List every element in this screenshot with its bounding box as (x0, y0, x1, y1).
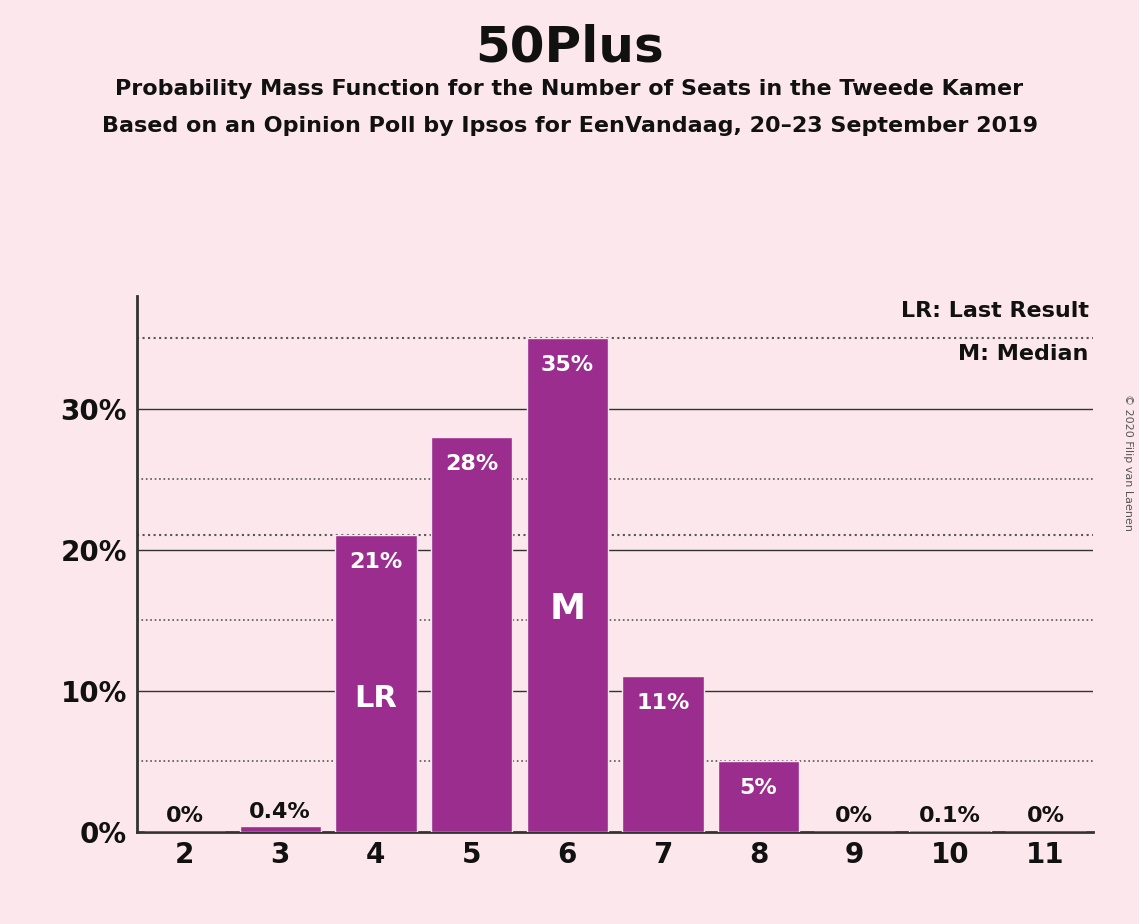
Text: LR: Last Result: LR: Last Result (901, 301, 1089, 321)
Bar (431, 437, 513, 832)
Text: Probability Mass Function for the Number of Seats in the Tweede Kamer: Probability Mass Function for the Number… (115, 79, 1024, 99)
Text: Based on an Opinion Poll by Ipsos for EenVandaag, 20–23 September 2019: Based on an Opinion Poll by Ipsos for Ee… (101, 116, 1038, 136)
Text: 35%: 35% (541, 355, 593, 375)
Text: 21%: 21% (350, 553, 402, 572)
Text: © 2020 Filip van Laenen: © 2020 Filip van Laenen (1123, 394, 1133, 530)
Text: 28%: 28% (445, 454, 498, 474)
Text: 0%: 0% (165, 806, 204, 826)
Bar (239, 826, 321, 832)
Text: 11%: 11% (637, 693, 689, 713)
Text: LR: LR (354, 684, 398, 712)
Text: 50Plus: 50Plus (475, 23, 664, 71)
Bar (622, 676, 704, 832)
Text: 5%: 5% (739, 778, 778, 798)
Text: M: M (549, 592, 585, 626)
Text: 0.4%: 0.4% (249, 802, 311, 821)
Bar (526, 338, 608, 832)
Text: 0.1%: 0.1% (919, 806, 981, 826)
Text: 0%: 0% (835, 806, 874, 826)
Text: M: Median: M: Median (958, 344, 1089, 364)
Text: 0%: 0% (1026, 806, 1065, 826)
Bar (909, 830, 991, 832)
Bar (335, 535, 417, 832)
Bar (718, 761, 800, 832)
